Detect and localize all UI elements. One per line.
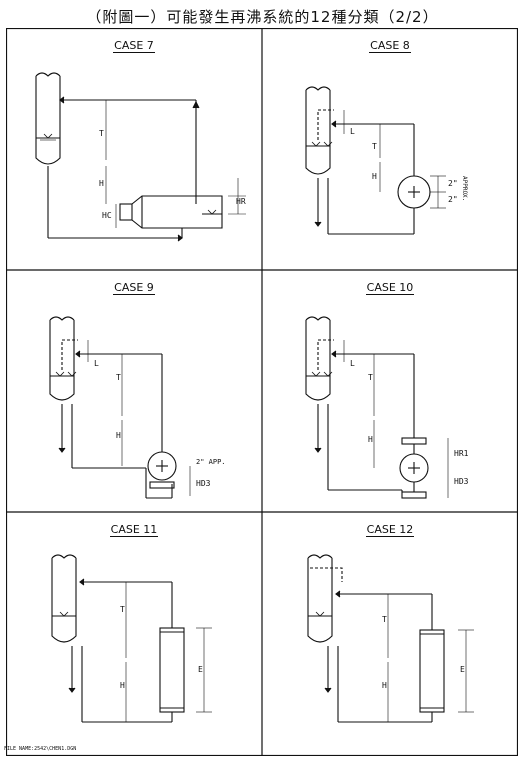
case-10-diagram bbox=[305, 316, 449, 499]
case-8-label-h: H bbox=[372, 172, 377, 181]
case-9-label-app: 2" APP. bbox=[196, 458, 226, 466]
case-9-panel: CASE 9 L T bbox=[6, 270, 262, 512]
case-10-label-h: H bbox=[368, 435, 373, 444]
case-8-title: CASE 8 bbox=[369, 39, 411, 53]
case-10-label-t: T bbox=[368, 373, 373, 382]
case-11-label-t: T bbox=[120, 605, 125, 614]
case-10-label-hr1: HR1 bbox=[454, 449, 469, 458]
case-7-diagram bbox=[35, 72, 246, 242]
case-9-title: CASE 9 bbox=[113, 281, 155, 295]
case-7-title: CASE 7 bbox=[113, 39, 155, 53]
case-10-title: CASE 10 bbox=[365, 281, 415, 295]
case-8-label-dim2: 2" bbox=[448, 195, 458, 204]
case-10-label-hd3: HD3 bbox=[454, 477, 469, 486]
case-10-panel: CASE 10 L bbox=[262, 270, 518, 512]
case-7-label-hc: HC bbox=[102, 211, 112, 220]
case-9-label-t: T bbox=[116, 373, 121, 382]
case-9-label-h: H bbox=[116, 431, 121, 440]
case-10-label-l: L bbox=[350, 359, 355, 368]
case-8-panel: CASE 8 bbox=[262, 28, 518, 270]
file-name-footer: FILE NAME:2542\CHEN1.DGN bbox=[4, 746, 77, 752]
case-7-label-h: H bbox=[99, 179, 104, 188]
case-12-title: CASE 12 bbox=[365, 523, 415, 537]
case-12-label-e: E bbox=[460, 665, 465, 674]
case-7-panel: CASE 7 bbox=[6, 28, 262, 270]
case-9-diagram bbox=[49, 316, 191, 499]
case-12-panel: CASE 12 T H E bbox=[262, 512, 518, 756]
case-9-label-l: L bbox=[94, 359, 99, 368]
case-7-label-hr: HR bbox=[236, 197, 246, 206]
case-12-label-t: T bbox=[382, 615, 387, 624]
case-11-label-h: H bbox=[120, 681, 125, 690]
case-11-diagram bbox=[51, 554, 212, 723]
case-11-panel: CASE 11 T H E bbox=[6, 512, 262, 756]
case-grid: CASE 7 bbox=[6, 28, 518, 756]
case-12-diagram bbox=[307, 554, 474, 723]
case-12-label-h: H bbox=[382, 681, 387, 690]
case-11-title: CASE 11 bbox=[109, 523, 159, 537]
case-8-label-t: T bbox=[372, 142, 377, 151]
case-11-label-e: E bbox=[198, 665, 203, 674]
case-9-label-hd3: HD3 bbox=[196, 479, 211, 488]
case-8-label-approx: APPROX. bbox=[461, 176, 468, 202]
grid-lines bbox=[6, 28, 518, 756]
page-title: （附圖一）可能發生再沸系統的12種分類（2/2） bbox=[86, 8, 439, 26]
case-8-label-dim1: 2" bbox=[448, 179, 458, 188]
case-8-label-l: L bbox=[350, 127, 355, 136]
case-8-diagram bbox=[305, 86, 446, 235]
case-7-label-t: T bbox=[99, 129, 104, 138]
